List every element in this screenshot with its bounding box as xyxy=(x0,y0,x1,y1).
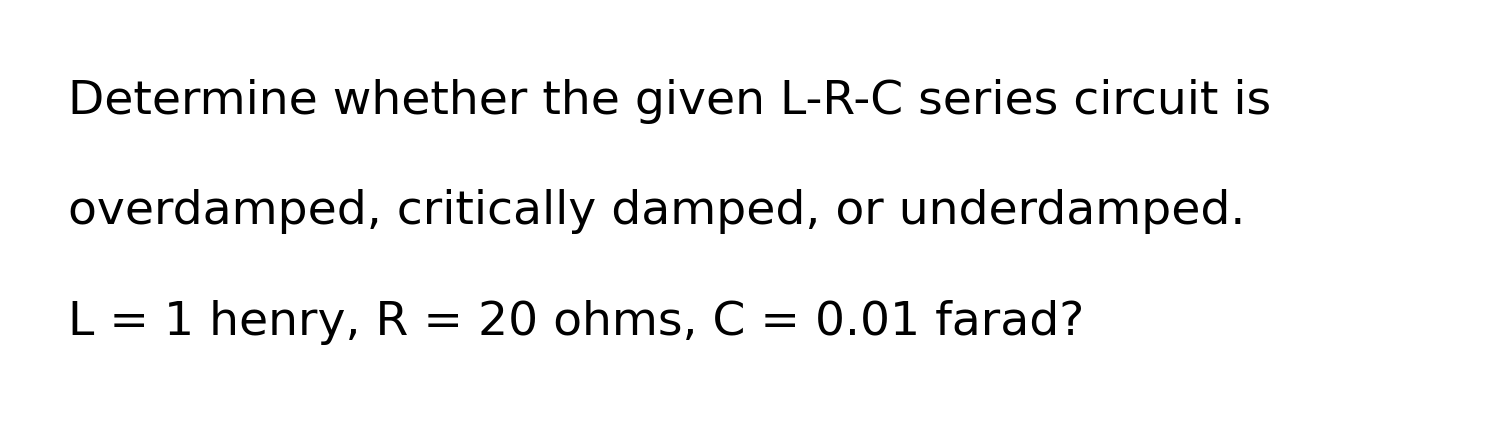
Text: Determine whether the given L-R-C series circuit is: Determine whether the given L-R-C series… xyxy=(68,79,1270,124)
Text: L = 1 henry, R = 20 ohms, C = 0.01 farad?: L = 1 henry, R = 20 ohms, C = 0.01 farad… xyxy=(68,300,1083,345)
Text: overdamped, critically damped, or underdamped.: overdamped, critically damped, or underd… xyxy=(68,190,1245,234)
